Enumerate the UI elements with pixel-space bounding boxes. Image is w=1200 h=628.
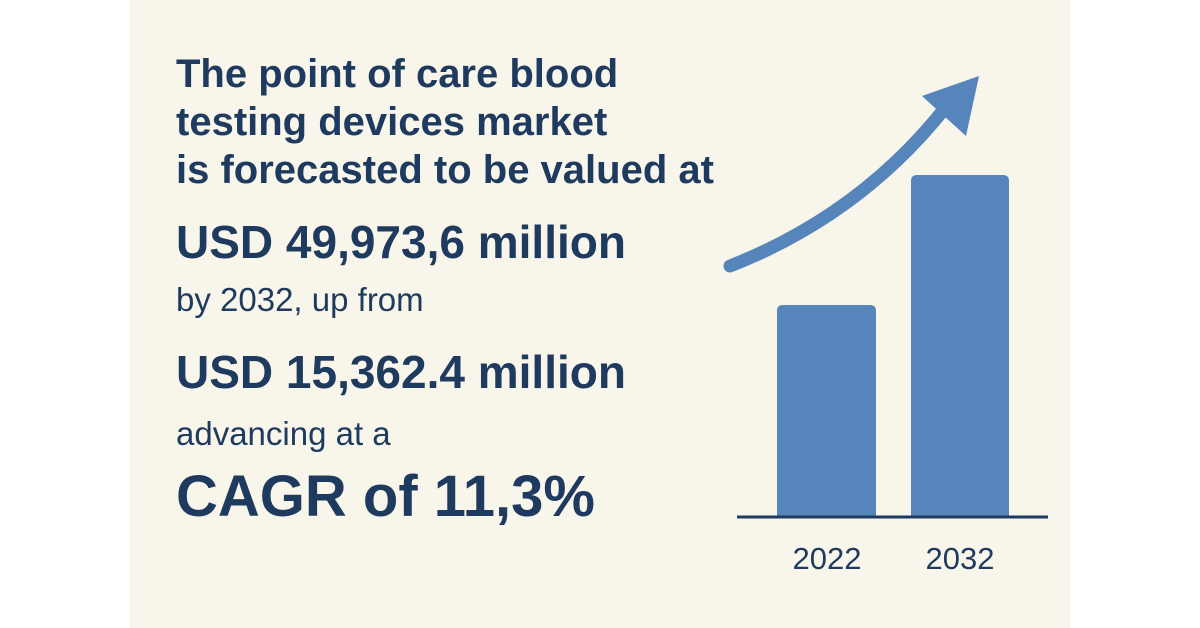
advancing-text: advancing at a (176, 415, 391, 452)
headline-line: is forecasted to be valued at (176, 148, 714, 192)
year-label: 2032 (926, 541, 995, 576)
by-text: by 2032, up from (176, 281, 424, 318)
bar-2032 (911, 175, 1009, 517)
year-label: 2022 (793, 541, 862, 576)
headline-line: The point of care blood (176, 52, 619, 96)
trend-arrow (723, 101, 952, 273)
cagr: CAGR of 11,3% (176, 464, 595, 529)
headline-line: testing devices market (176, 100, 608, 144)
base-value: USD 15,362.4 million (176, 346, 626, 398)
arrow-head (922, 76, 979, 136)
forecast-value: USD 49,973,6 million (176, 216, 626, 268)
bar-2022 (777, 305, 876, 517)
